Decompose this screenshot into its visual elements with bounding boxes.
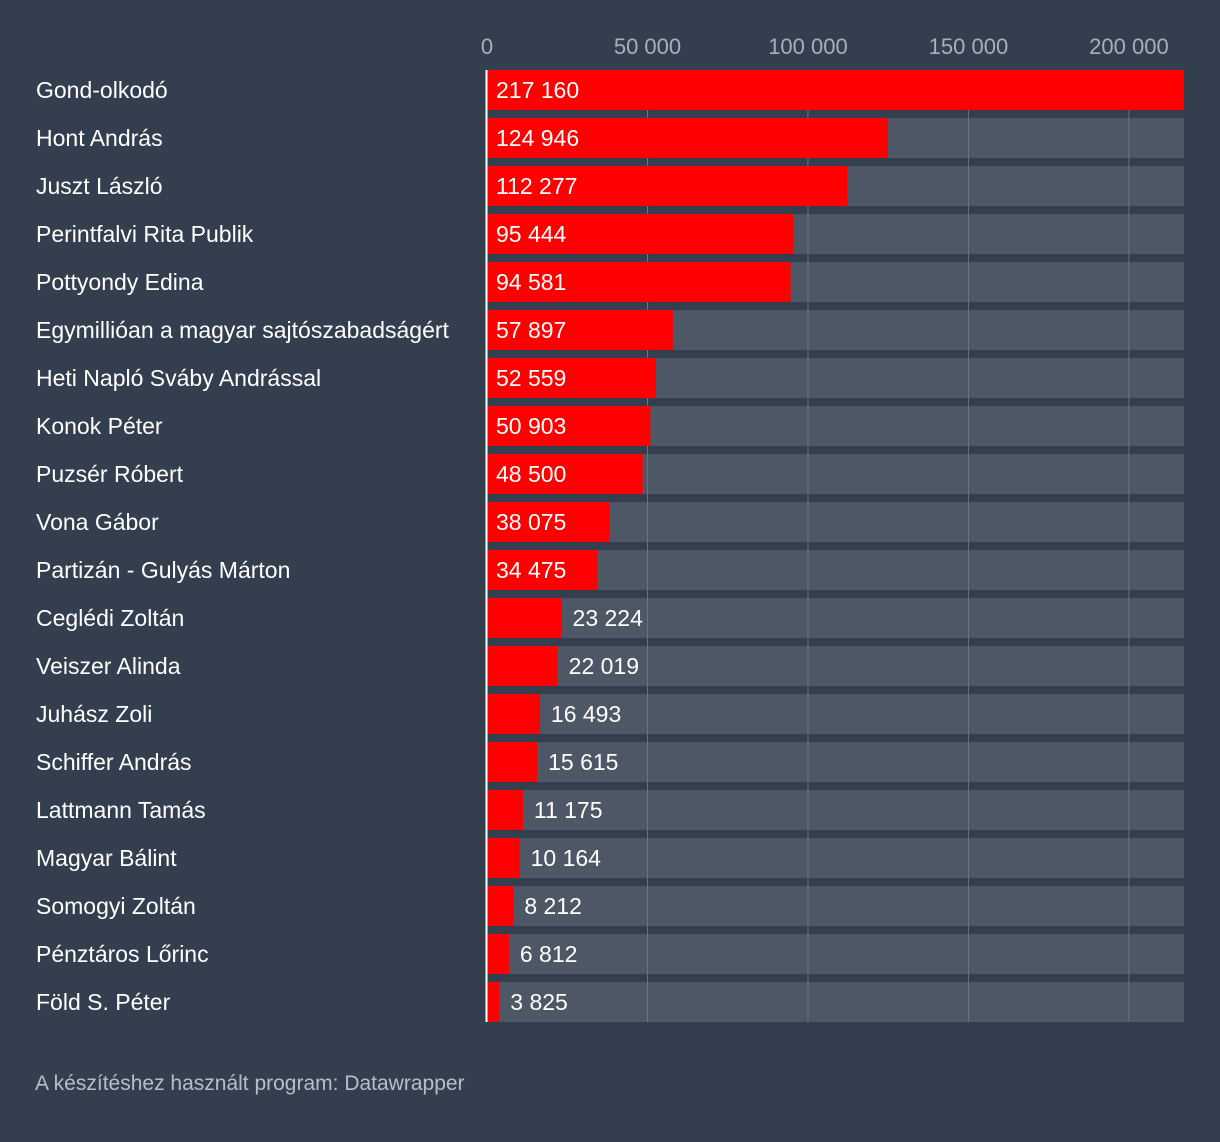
bar xyxy=(487,310,673,350)
value-label: 3 825 xyxy=(510,989,568,1015)
value-label: 6 812 xyxy=(520,941,578,967)
x-tick-label: 100 000 xyxy=(768,34,848,59)
category-label: Pottyondy Edina xyxy=(36,269,204,295)
bar xyxy=(487,886,514,926)
value-label: 124 946 xyxy=(496,125,579,151)
bar xyxy=(487,646,558,686)
bar xyxy=(487,742,538,782)
bar xyxy=(487,166,848,206)
bar-track xyxy=(487,646,1184,686)
value-label: 34 475 xyxy=(496,557,566,583)
x-tick-label: 150 000 xyxy=(929,34,1009,59)
bar xyxy=(487,598,562,638)
bar xyxy=(487,358,656,398)
category-label: Puzsér Róbert xyxy=(36,461,184,487)
value-label: 11 175 xyxy=(534,797,603,823)
bar-track xyxy=(487,598,1184,638)
source-credit: A készítéshez használt program: Datawrap… xyxy=(35,1072,465,1095)
category-label: Föld S. Péter xyxy=(36,989,171,1015)
bar xyxy=(487,454,643,494)
category-label: Juszt László xyxy=(36,173,163,199)
bar xyxy=(487,70,1184,110)
bar-track xyxy=(487,550,1184,590)
value-label: 95 444 xyxy=(496,221,567,247)
bar xyxy=(487,790,523,830)
category-label: Heti Napló Sváby Andrással xyxy=(36,365,321,391)
category-label: Lattmann Tamás xyxy=(36,797,206,823)
value-label: 50 903 xyxy=(496,413,566,439)
value-label: 23 224 xyxy=(573,605,644,631)
bar-track xyxy=(487,934,1184,974)
x-tick-label: 0 xyxy=(481,34,493,59)
category-label: Pénztáros Lőrinc xyxy=(36,941,209,967)
category-label: Vona Gábor xyxy=(36,509,159,535)
value-label: 94 581 xyxy=(496,269,566,295)
value-label: 217 160 xyxy=(496,77,579,103)
bar xyxy=(487,550,598,590)
category-label: Perintfalvi Rita Publik xyxy=(36,221,254,247)
bar-track xyxy=(487,790,1184,830)
bar-track xyxy=(487,886,1184,926)
category-label: Veiszer Alinda xyxy=(36,653,181,679)
category-label: Juhász Zoli xyxy=(36,701,152,727)
bar-track xyxy=(487,838,1184,878)
category-label: Magyar Bálint xyxy=(36,845,177,871)
bar-track xyxy=(487,982,1184,1022)
value-label: 112 277 xyxy=(496,173,577,199)
value-label: 16 493 xyxy=(551,701,621,727)
x-tick-label: 200 000 xyxy=(1089,34,1169,59)
bar xyxy=(487,982,500,1022)
value-label: 38 075 xyxy=(496,509,566,535)
category-label: Gond-olkodó xyxy=(36,77,168,103)
value-label: 10 164 xyxy=(531,845,602,871)
category-label: Schiffer András xyxy=(36,749,192,775)
bar xyxy=(487,502,610,542)
bar xyxy=(487,406,651,446)
category-label: Somogyi Zoltán xyxy=(36,893,196,919)
x-tick-label: 50 000 xyxy=(614,34,681,59)
bar xyxy=(487,934,509,974)
bar-chart: 0 50 000 100 000 150 000 200 000 Gond-olkodó 2… xyxy=(36,34,1184,1022)
bar xyxy=(487,694,540,734)
bar xyxy=(487,262,791,302)
bar xyxy=(487,838,520,878)
value-label: 48 500 xyxy=(496,461,566,487)
value-label: 8 212 xyxy=(524,893,582,919)
value-label: 52 559 xyxy=(496,365,566,391)
bar-track xyxy=(487,742,1184,782)
value-label: 22 019 xyxy=(569,653,639,679)
category-label: Konok Péter xyxy=(36,413,163,439)
value-label: 15 615 xyxy=(548,749,618,775)
category-label: Egymillióan a magyar sajtószabadságért xyxy=(36,317,450,343)
value-label: 57 897 xyxy=(496,317,566,343)
bar xyxy=(487,214,794,254)
category-label: Hont András xyxy=(36,125,163,151)
bar-track xyxy=(487,694,1184,734)
category-label: Partizán - Gulyás Márton xyxy=(36,557,290,583)
bar xyxy=(487,118,889,158)
category-label: Ceglédi Zoltán xyxy=(36,605,184,631)
